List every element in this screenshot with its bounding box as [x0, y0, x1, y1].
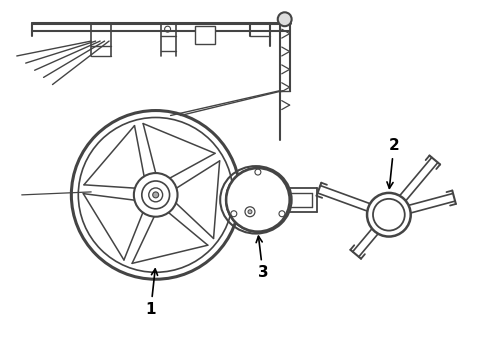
FancyBboxPatch shape [196, 26, 215, 44]
Circle shape [248, 210, 252, 214]
Circle shape [278, 12, 292, 26]
Text: 3: 3 [256, 236, 268, 280]
Circle shape [226, 168, 290, 231]
Circle shape [153, 192, 159, 198]
Ellipse shape [220, 166, 292, 234]
Text: 1: 1 [146, 269, 158, 317]
Circle shape [226, 168, 290, 231]
Text: 2: 2 [387, 138, 399, 188]
